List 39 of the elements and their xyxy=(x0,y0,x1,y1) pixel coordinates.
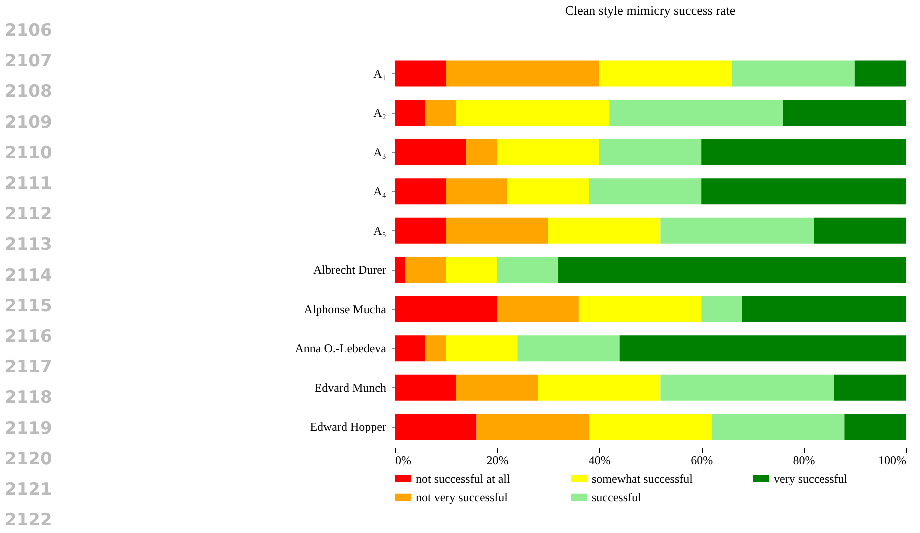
text: 2118 xyxy=(5,388,52,408)
y-tick-label: Edvard Munch xyxy=(314,380,386,395)
x-tick-label: 0% xyxy=(396,454,412,468)
text: 2112 xyxy=(5,204,52,225)
text: 2113 xyxy=(5,235,52,256)
text: 2109 xyxy=(5,112,52,133)
text: 2107 xyxy=(5,52,52,72)
y-tick-label: A₄ xyxy=(374,184,386,199)
chart-title: Clean style mimicry success rate xyxy=(565,3,736,18)
y-tick-label: A₂ xyxy=(374,106,386,120)
text: 2114 xyxy=(5,266,52,286)
text: 2111 xyxy=(5,174,52,194)
x-tick-label: 100% xyxy=(878,454,906,468)
text: 2122 xyxy=(5,510,52,531)
text: 2120 xyxy=(5,449,52,470)
legend-label: not successful at all xyxy=(416,472,511,486)
text: 2119 xyxy=(5,418,52,439)
x-tick-label: 80% xyxy=(793,454,816,468)
x-tick-label: 20% xyxy=(486,454,509,468)
text: 2121 xyxy=(5,480,52,500)
text: 2106 xyxy=(5,21,52,41)
text: 2108 xyxy=(5,82,52,102)
x-tick-label: 40% xyxy=(588,454,611,468)
legend-label: not very successful xyxy=(416,490,509,504)
y-tick-label: Albrecht Durer xyxy=(314,263,386,278)
text: 2117 xyxy=(5,358,52,378)
text: 2115 xyxy=(5,296,52,316)
y-tick-label: A₅ xyxy=(374,224,386,238)
y-tick-label: Alphonse Mucha xyxy=(304,302,388,316)
y-tick-label: A₃ xyxy=(374,145,386,160)
y-tick-label: Anna O.-Lebedeva xyxy=(295,342,388,356)
text: 2116 xyxy=(5,327,52,347)
legend-label: somewhat successful xyxy=(592,472,694,486)
legend-label: successful xyxy=(592,490,642,504)
legend-label: very successful xyxy=(774,472,848,486)
y-tick-label: Edward Hopper xyxy=(310,420,386,434)
x-tick-label: 60% xyxy=(691,454,714,468)
text: 2110 xyxy=(5,143,52,164)
y-tick-label: A₁ xyxy=(374,66,386,81)
